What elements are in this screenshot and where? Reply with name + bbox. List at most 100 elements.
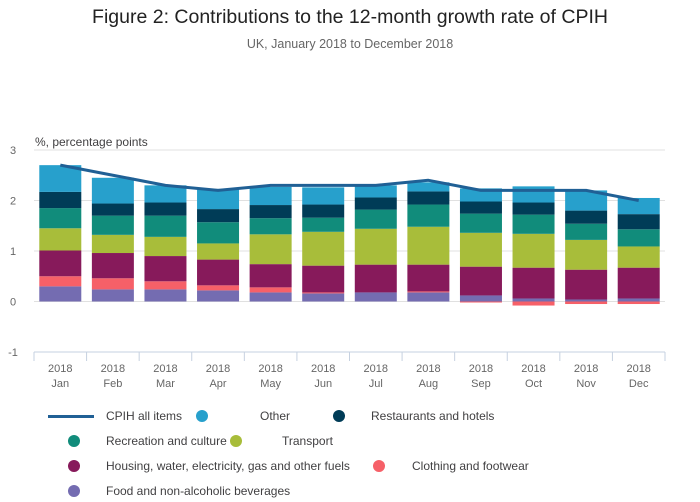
legend-label: Housing, water, electricity, gas and oth…	[106, 459, 350, 473]
bar-segment	[91, 215, 134, 235]
bar-segment	[512, 267, 555, 299]
legend-dot-swatch	[373, 460, 385, 472]
x-tick-label-year: 2018	[469, 363, 493, 375]
bar-segment	[565, 239, 608, 270]
bar-segment	[144, 256, 187, 282]
bar-segment	[407, 291, 450, 293]
bar-segment	[617, 214, 660, 230]
bar-segment	[39, 276, 82, 287]
x-tick-label-month: Jul	[369, 378, 383, 390]
bar-segment	[197, 290, 240, 302]
legend-dot-swatch	[68, 485, 80, 497]
bar-segment	[354, 197, 397, 210]
bar-segment	[39, 250, 82, 277]
bar-segment	[144, 215, 187, 237]
bar-segment	[39, 208, 82, 229]
bar-segment	[144, 281, 187, 290]
bar-segment	[354, 185, 397, 198]
bar-segment	[407, 204, 450, 227]
bar-segment	[617, 301, 660, 305]
y-tick-label: -1	[8, 347, 18, 359]
legend-dot-swatch	[230, 435, 242, 447]
legend-dot-swatch	[196, 410, 208, 422]
bar-segment	[354, 209, 397, 229]
x-tick-label-year: 2018	[416, 363, 440, 375]
bar-segment	[354, 264, 397, 293]
x-tick-label-month: Oct	[525, 378, 542, 390]
x-tick-label-month: Apr	[209, 378, 226, 390]
bar-segment	[459, 295, 502, 302]
legend-dot-swatch	[68, 460, 80, 472]
x-tick-label-month: Feb	[103, 378, 122, 390]
bar-segment	[459, 301, 502, 303]
bar-segment	[512, 202, 555, 215]
y-tick-label: 0	[10, 297, 16, 309]
bar-segment	[565, 301, 608, 305]
bar-segment	[91, 278, 134, 290]
bar-segment	[302, 265, 345, 293]
x-tick-label-year: 2018	[206, 363, 230, 375]
bar-segment	[39, 165, 82, 192]
bar-segment	[302, 204, 345, 218]
bar-segment	[302, 292, 345, 294]
x-tick-label-month: Jan	[51, 378, 69, 390]
bar-segment	[407, 264, 450, 292]
legend-label: Other	[260, 409, 291, 423]
bar-segment	[354, 228, 397, 265]
bar-segment	[39, 228, 82, 251]
x-tick-label-year: 2018	[258, 363, 282, 375]
legend-label: Restaurants and hotels	[371, 409, 495, 423]
x-tick-label-year: 2018	[364, 363, 388, 375]
bar-segment	[197, 188, 240, 210]
bar-segment	[144, 185, 187, 203]
legend-dot-swatch	[333, 410, 345, 422]
x-tick-label-month: Mar	[156, 378, 175, 390]
bar-segment	[39, 286, 82, 302]
bar-segment	[197, 259, 240, 286]
legend-label: Recreation and culture	[106, 434, 227, 448]
bar-segment	[302, 231, 345, 266]
bar-segment	[91, 234, 134, 254]
x-tick-label-month: May	[260, 378, 281, 390]
chart-subtitle: UK, January 2018 to December 2018	[246, 37, 454, 51]
bar-segment	[302, 293, 345, 302]
x-tick-label-year: 2018	[626, 363, 650, 375]
x-tick-label-month: Sep	[471, 378, 491, 390]
bar-segment	[249, 287, 292, 293]
bar-segment	[565, 223, 608, 240]
bar-segment	[91, 177, 134, 204]
y-axis-label: %, percentage points	[35, 135, 148, 149]
x-tick-label-month: Dec	[629, 378, 649, 390]
x-tick-label-month: Aug	[419, 378, 439, 390]
y-tick-label: 1	[10, 246, 16, 258]
bar-segment	[91, 203, 134, 216]
bar-segment	[617, 246, 660, 268]
bar-segment	[565, 210, 608, 224]
legend-line-swatch	[48, 415, 94, 418]
bar-segment	[249, 186, 292, 206]
legend-label: Transport	[282, 434, 333, 448]
bar-segment	[197, 243, 240, 260]
bar-segment	[197, 209, 240, 223]
bar-segment	[565, 269, 608, 300]
legend-label: CPIH all items	[106, 409, 183, 423]
bar-segment	[512, 301, 555, 306]
y-tick-label: 3	[10, 145, 16, 157]
bar-segment	[459, 201, 502, 214]
bar-segment	[144, 236, 187, 257]
bar-segment	[249, 264, 292, 288]
legend-label: Clothing and footwear	[412, 459, 529, 473]
bar-segment	[144, 202, 187, 216]
bar-segment	[459, 213, 502, 233]
bar-segment	[407, 182, 450, 192]
chart-title: Figure 2: Contributions to the 12-month …	[92, 6, 608, 28]
bar-segment	[302, 187, 345, 205]
cpih-line	[60, 163, 639, 202]
bar-segment	[302, 217, 345, 232]
bar-segment	[197, 285, 240, 291]
bar-segment	[459, 232, 502, 267]
bar-segment	[407, 191, 450, 205]
x-tick-label-year: 2018	[311, 363, 335, 375]
bar-segment	[617, 229, 660, 247]
